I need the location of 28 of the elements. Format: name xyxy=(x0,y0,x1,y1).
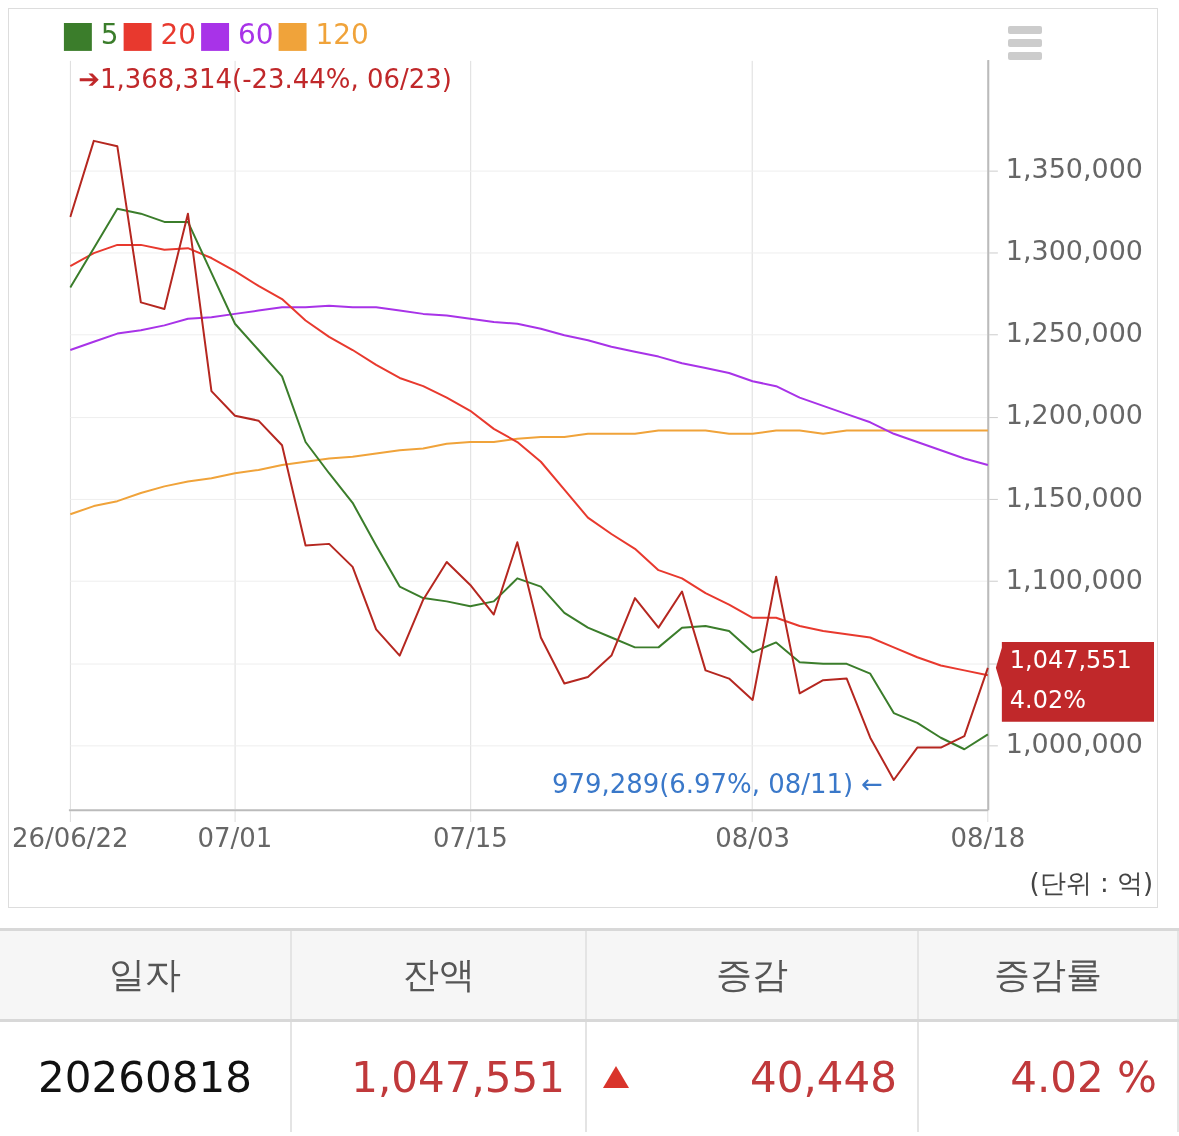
y-tick-label: 1,250,000 xyxy=(1005,317,1143,349)
category-label: 증감률 xyxy=(919,931,1179,1019)
x-tick-label: 07/15 xyxy=(432,823,508,854)
category-label: 잔액 xyxy=(292,931,587,1019)
y-tick-label: 1,200,000 xyxy=(1005,399,1143,431)
legend-label: 5 xyxy=(100,18,119,52)
x-tick-label: 08/18 xyxy=(950,823,1026,854)
annotation: 979,289(6.97%, 08/11) ← xyxy=(551,768,884,799)
y-tick-label: 1,150,000 xyxy=(1005,481,1143,513)
x-tick-label: 26/06/22 xyxy=(12,823,129,854)
category-label: 증감 xyxy=(587,931,919,1019)
y-tick-label: 1,300,000 xyxy=(1005,235,1143,267)
y-tick-label: 1,350,000 xyxy=(1005,152,1143,184)
text: 40,448 xyxy=(750,1052,897,1102)
category-label: 일자 xyxy=(0,931,292,1019)
text: 1,047,551 xyxy=(351,1052,565,1102)
y-tick-label: 1,100,000 xyxy=(1005,563,1143,595)
legend-label: 120 xyxy=(315,18,369,52)
y-tick-label: 1,000,000 xyxy=(1005,727,1143,759)
text: 20260818 xyxy=(38,1052,252,1102)
annotation: 1,047,551 4.02% xyxy=(1009,646,1132,714)
text: (단위 : 억) xyxy=(1029,867,1154,898)
legend-label: 20 xyxy=(160,18,197,52)
x-tick-label: 07/01 xyxy=(197,823,273,854)
legend-label: 60 xyxy=(238,18,274,52)
x-tick-label: 08/03 xyxy=(715,823,790,854)
text: 4.02 % xyxy=(1010,1052,1157,1102)
annotation: ➔1,368,314(-23.44%, 06/23) xyxy=(78,63,452,94)
